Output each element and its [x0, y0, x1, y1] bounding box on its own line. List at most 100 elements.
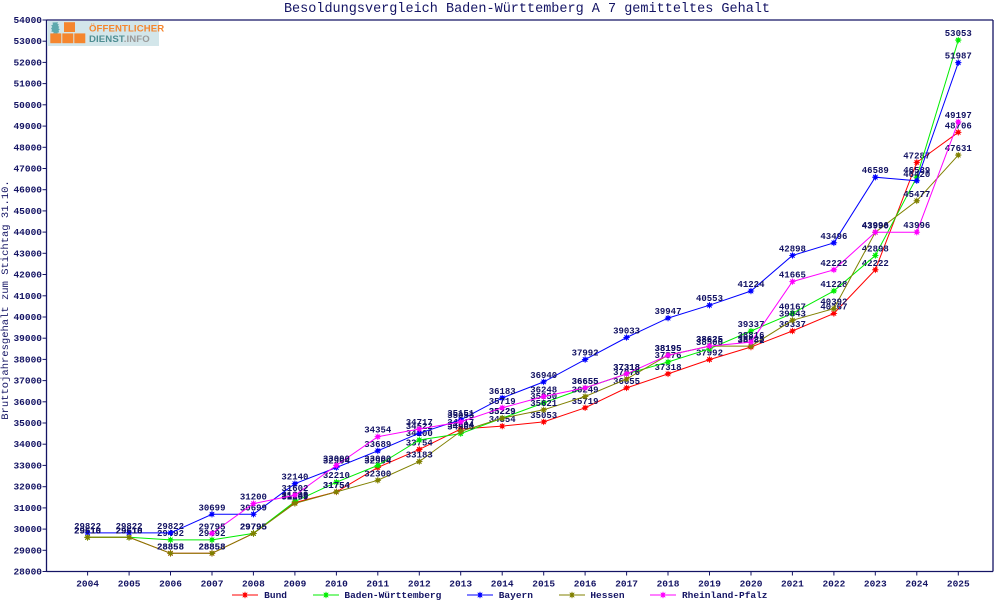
svg-text:32140: 32140 — [281, 473, 308, 483]
svg-text:Bruttojahresgehalt zum Stichta: Bruttojahresgehalt zum Stichtag 31.10. — [0, 180, 12, 419]
svg-text:ÖFFENTLICHER: ÖFFENTLICHER — [89, 23, 164, 34]
svg-text:2011: 2011 — [366, 579, 389, 590]
svg-text:28858: 28858 — [157, 542, 184, 552]
svg-text:36183: 36183 — [489, 387, 516, 397]
svg-text:46420: 46420 — [903, 170, 930, 180]
svg-text:29610: 29610 — [74, 526, 101, 536]
svg-text:31754: 31754 — [323, 481, 351, 491]
svg-text:51000: 51000 — [13, 79, 42, 90]
svg-text:2005: 2005 — [118, 579, 141, 590]
svg-text:32300: 32300 — [364, 469, 391, 479]
svg-text:2020: 2020 — [740, 579, 763, 590]
svg-text:49000: 49000 — [13, 121, 42, 132]
svg-text:36248: 36248 — [530, 386, 557, 396]
svg-text:29822: 29822 — [157, 522, 184, 532]
svg-text:46000: 46000 — [13, 185, 42, 196]
svg-text:37992: 37992 — [572, 349, 599, 359]
svg-text:51987: 51987 — [945, 52, 972, 62]
svg-text:2009: 2009 — [283, 579, 306, 590]
svg-text:35053: 35053 — [447, 411, 474, 421]
svg-text:2021: 2021 — [781, 579, 804, 590]
svg-text:28000: 28000 — [13, 567, 42, 578]
svg-text:DIENST.INFO: DIENST.INFO — [89, 34, 150, 45]
svg-text:41665: 41665 — [779, 271, 806, 281]
svg-text:39000: 39000 — [13, 333, 42, 344]
svg-text:39033: 39033 — [613, 327, 640, 337]
svg-text:41000: 41000 — [13, 291, 42, 302]
svg-text:38000: 38000 — [13, 354, 42, 365]
svg-text:2008: 2008 — [242, 579, 265, 590]
svg-text:36940: 36940 — [530, 371, 557, 381]
svg-text:2016: 2016 — [574, 579, 597, 590]
svg-text:44000: 44000 — [13, 227, 42, 238]
svg-text:36000: 36000 — [13, 397, 42, 408]
svg-text:39947: 39947 — [654, 307, 681, 317]
svg-text:35000: 35000 — [13, 418, 42, 429]
svg-text:29795: 29795 — [198, 522, 225, 532]
svg-text:2022: 2022 — [822, 579, 845, 590]
svg-text:2017: 2017 — [615, 579, 638, 590]
svg-text:48000: 48000 — [13, 142, 42, 153]
svg-text:2024: 2024 — [905, 579, 928, 590]
svg-text:39843: 39843 — [779, 309, 806, 319]
svg-text:43496: 43496 — [820, 232, 847, 242]
svg-text:2012: 2012 — [408, 579, 431, 590]
svg-text:40392: 40392 — [820, 298, 847, 308]
svg-text:33689: 33689 — [364, 440, 391, 450]
svg-text:29610: 29610 — [116, 526, 143, 536]
svg-text:2019: 2019 — [698, 579, 721, 590]
svg-text:38195: 38195 — [654, 344, 681, 354]
svg-text:37000: 37000 — [13, 376, 42, 387]
svg-text:45477: 45477 — [903, 190, 930, 200]
svg-text:34354: 34354 — [364, 426, 392, 436]
svg-text:42222: 42222 — [820, 259, 847, 269]
svg-text:30699: 30699 — [198, 503, 225, 513]
svg-text:40553: 40553 — [696, 294, 723, 304]
svg-text:2023: 2023 — [864, 579, 887, 590]
svg-text:30000: 30000 — [13, 524, 42, 535]
svg-text:53000: 53000 — [13, 36, 42, 47]
svg-text:43000: 43000 — [13, 248, 42, 259]
svg-text:29000: 29000 — [13, 545, 42, 556]
svg-text:2015: 2015 — [532, 579, 555, 590]
svg-text:45000: 45000 — [13, 206, 42, 217]
svg-text:2018: 2018 — [657, 579, 680, 590]
svg-text:41228: 41228 — [820, 280, 847, 290]
svg-text:38625: 38625 — [696, 335, 723, 345]
svg-text:35621: 35621 — [530, 399, 558, 409]
svg-text:35719: 35719 — [489, 397, 516, 407]
svg-text:31602: 31602 — [281, 484, 308, 494]
svg-text:43996: 43996 — [903, 221, 930, 231]
svg-text:46589: 46589 — [862, 166, 889, 176]
svg-text:54000: 54000 — [13, 15, 42, 26]
svg-text:33000: 33000 — [323, 454, 350, 464]
svg-text:31000: 31000 — [13, 503, 42, 514]
svg-text:37318: 37318 — [613, 363, 640, 373]
svg-text:32000: 32000 — [13, 482, 42, 493]
svg-text:2010: 2010 — [325, 579, 348, 590]
svg-text:52000: 52000 — [13, 57, 42, 68]
svg-text:42898: 42898 — [779, 245, 806, 255]
svg-text:33000: 33000 — [13, 460, 42, 471]
svg-text:2006: 2006 — [159, 579, 182, 590]
svg-text:47000: 47000 — [13, 164, 42, 175]
svg-text:28858: 28858 — [198, 542, 225, 552]
svg-text:33183: 33183 — [406, 451, 433, 461]
svg-text:50000: 50000 — [13, 100, 42, 111]
svg-text:2007: 2007 — [201, 579, 224, 590]
svg-text:2014: 2014 — [491, 579, 514, 590]
svg-text:2004: 2004 — [76, 579, 99, 590]
svg-text:43996: 43996 — [862, 221, 889, 231]
svg-text:42000: 42000 — [13, 270, 42, 281]
svg-text:36655: 36655 — [572, 377, 599, 387]
svg-text:34000: 34000 — [13, 439, 42, 450]
svg-text:2025: 2025 — [947, 579, 970, 590]
svg-text:38816: 38816 — [737, 331, 764, 341]
svg-text:33000: 33000 — [364, 454, 391, 464]
svg-text:49197: 49197 — [945, 111, 972, 121]
svg-text:31200: 31200 — [240, 493, 267, 503]
svg-text:41224: 41224 — [737, 280, 765, 290]
svg-text:53053: 53053 — [945, 29, 972, 39]
svg-text:40000: 40000 — [13, 312, 42, 323]
svg-text:2013: 2013 — [449, 579, 472, 590]
